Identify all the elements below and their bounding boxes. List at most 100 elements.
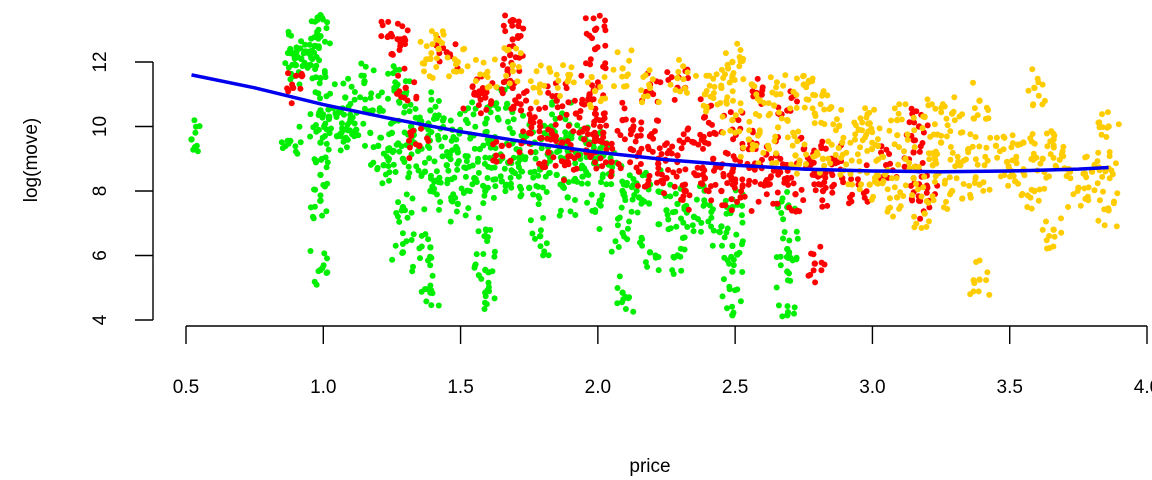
data-point xyxy=(661,190,667,197)
data-point xyxy=(952,163,959,170)
data-point xyxy=(667,181,674,188)
data-point xyxy=(529,230,536,237)
data-point xyxy=(597,138,603,145)
data-point xyxy=(734,40,741,47)
data-point xyxy=(767,74,774,81)
data-point xyxy=(667,225,674,232)
data-point xyxy=(831,181,837,188)
data-point xyxy=(614,222,621,229)
data-point xyxy=(854,176,861,183)
data-point xyxy=(539,164,546,171)
data-point xyxy=(491,56,498,63)
data-point xyxy=(362,63,369,70)
data-point xyxy=(655,99,662,106)
data-point xyxy=(630,308,637,315)
data-point xyxy=(906,159,913,166)
data-point xyxy=(629,196,636,203)
data-point xyxy=(919,160,926,166)
data-point xyxy=(425,236,432,243)
data-point xyxy=(306,41,313,48)
data-point xyxy=(542,104,549,111)
data-point xyxy=(712,181,719,188)
data-point xyxy=(527,217,534,224)
data-point xyxy=(417,38,424,45)
data-point xyxy=(895,161,902,168)
data-point xyxy=(583,60,589,67)
data-point xyxy=(623,73,630,80)
data-point xyxy=(734,198,740,205)
data-point xyxy=(480,142,487,149)
data-point xyxy=(493,84,500,90)
data-point xyxy=(677,88,684,95)
data-point xyxy=(438,143,445,150)
data-point xyxy=(378,89,385,96)
data-point xyxy=(791,304,798,311)
data-point xyxy=(972,134,979,140)
data-point xyxy=(737,298,744,305)
data-point xyxy=(543,240,550,247)
data-point xyxy=(908,105,915,112)
data-point xyxy=(832,160,839,167)
data-point xyxy=(1095,149,1102,156)
data-point xyxy=(600,134,607,141)
data-point xyxy=(469,84,476,90)
data-point xyxy=(517,183,523,190)
data-point xyxy=(540,215,547,221)
data-point xyxy=(1031,140,1038,147)
data-point xyxy=(572,212,579,218)
data-point xyxy=(501,165,508,172)
data-point xyxy=(965,149,972,156)
data-point xyxy=(495,105,502,112)
data-point xyxy=(874,136,881,143)
data-point xyxy=(622,306,629,312)
data-point xyxy=(766,146,773,153)
data-point xyxy=(866,181,873,188)
data-point xyxy=(573,165,580,172)
data-point xyxy=(408,237,415,243)
data-point xyxy=(763,191,770,198)
data-point xyxy=(567,71,574,78)
data-point xyxy=(859,119,866,126)
data-point xyxy=(1051,233,1058,240)
data-point xyxy=(649,76,656,83)
data-point xyxy=(943,133,950,140)
data-point xyxy=(970,277,977,284)
data-point xyxy=(584,180,591,187)
data-point xyxy=(682,166,689,173)
data-point xyxy=(810,159,817,166)
data-point xyxy=(902,182,909,189)
data-point xyxy=(944,206,951,212)
data-point xyxy=(522,97,529,104)
data-point xyxy=(737,158,744,165)
data-point xyxy=(502,104,509,111)
data-point xyxy=(588,73,595,80)
data-point xyxy=(717,100,724,106)
data-point xyxy=(837,171,844,178)
data-point xyxy=(405,174,412,181)
data-point xyxy=(482,120,489,127)
data-point xyxy=(385,70,392,77)
data-point xyxy=(396,98,402,105)
data-point xyxy=(617,165,624,172)
data-point xyxy=(428,287,435,294)
data-point xyxy=(424,143,431,150)
data-point xyxy=(711,83,718,90)
data-point xyxy=(597,123,604,130)
data-point xyxy=(600,129,607,137)
data-point xyxy=(584,131,591,138)
data-point xyxy=(378,134,385,141)
data-point xyxy=(778,115,785,122)
data-point xyxy=(911,144,918,151)
data-point xyxy=(385,95,391,102)
data-point xyxy=(621,105,628,112)
data-point xyxy=(695,172,701,179)
y-tick-label: 6 xyxy=(90,250,111,261)
data-point xyxy=(402,84,409,92)
data-point xyxy=(512,170,518,177)
data-point xyxy=(777,91,784,98)
data-point xyxy=(431,158,438,165)
data-point xyxy=(673,173,680,180)
data-point xyxy=(323,140,330,147)
data-point xyxy=(975,288,982,295)
data-point xyxy=(739,202,746,209)
